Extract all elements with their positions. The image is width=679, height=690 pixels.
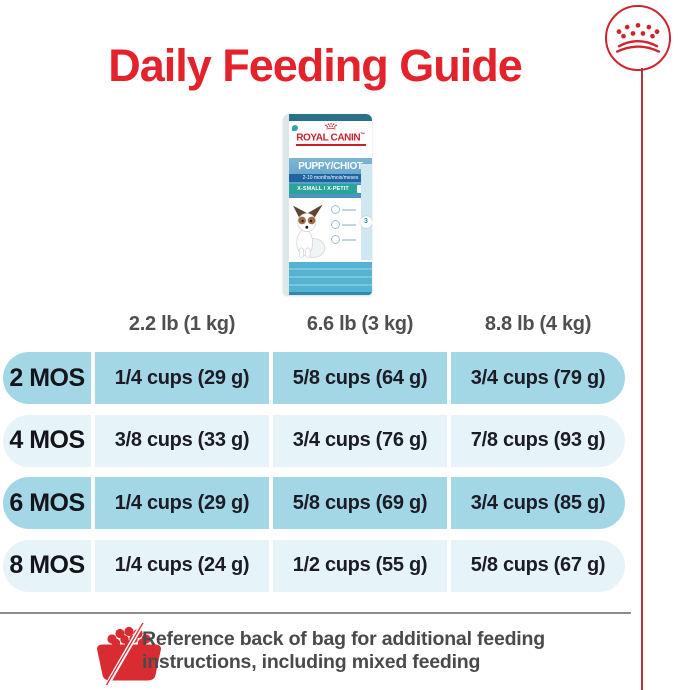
bag-bottom-panel	[289, 262, 372, 295]
table-row: 4 MOS 3/8 cups (33 g) 3/4 cups (76 g) 7/…	[0, 414, 679, 467]
bag-top-seam	[289, 114, 372, 121]
puppy-image	[293, 204, 326, 258]
amount-cell: 7/8 cups (93 g)	[451, 414, 625, 467]
bag-age-range: 2-10 months/mois/meses	[289, 174, 372, 182]
bag-brand-underline	[295, 144, 366, 147]
age-label-cell: 8 MOS	[3, 539, 91, 592]
amount-cell: 1/4 cups (24 g)	[95, 539, 269, 592]
table-row: 8 MOS 1/4 cups (24 g) 1/2 cups (55 g) 5/…	[0, 539, 679, 592]
amount-cell: 1/4 cups (29 g)	[95, 477, 269, 529]
bag-crown-icon	[324, 123, 337, 130]
footer-note-line2: instructions, including mixed feeding	[142, 650, 481, 673]
bag-size-bar: X-SMALL / X-PETIT	[289, 184, 372, 194]
bag-brand-name: ROYAL CANIN™	[296, 132, 365, 144]
column-header-1kg: 2.2 lb (1 kg)	[128, 313, 236, 335]
amount-cell: 3/4 cups (85 g)	[451, 477, 625, 529]
page-title: Daily Feeding Guide	[108, 40, 523, 91]
footer-divider	[0, 612, 631, 614]
bag-number-badge: 3	[360, 216, 372, 228]
vertical-divider	[641, 68, 643, 690]
amount-cell: 5/8 cups (69 g)	[273, 477, 447, 529]
age-label-cell: 2 MOS	[3, 352, 91, 404]
bag-product-panel: PUPPY/CHIOT 2-10 months/mois/meses X-SMA…	[289, 158, 372, 198]
table-row: 2 MOS 1/4 cups (29 g) 5/8 cups (64 g) 3/…	[0, 352, 679, 404]
footer-note: Reference back of bag for additional fee…	[142, 628, 545, 673]
crown-icon	[615, 22, 661, 53]
amount-cell: 1/2 cups (55 g)	[273, 539, 447, 592]
weight-column-headers: 2.2 lb (1 kg) 6.6 lb (3 kg) 8.8 lb (4 kg…	[0, 313, 679, 339]
bag-size-label: X-SMALL / X-PETIT	[297, 186, 349, 192]
bag-header: ROYAL CANIN™	[289, 123, 372, 158]
bag-product-name: PUPPY/CHIOT	[298, 161, 363, 172]
bag-photo-area	[289, 198, 372, 262]
food-bowl-icon	[97, 623, 161, 685]
column-header-3kg: 6.6 lb (3 kg)	[306, 313, 414, 335]
amount-cell: 5/8 cups (67 g)	[451, 539, 625, 592]
bag-benefit-icons	[331, 205, 356, 250]
age-label-cell: 6 MOS	[3, 477, 91, 529]
amount-cell: 5/8 cups (64 g)	[273, 352, 447, 404]
amount-cell: 3/4 cups (79 g)	[451, 352, 625, 404]
feeding-table: 2 MOS 1/4 cups (29 g) 5/8 cups (64 g) 3/…	[0, 352, 679, 602]
amount-cell: 3/8 cups (33 g)	[95, 414, 269, 467]
table-row: 6 MOS 1/4 cups (29 g) 5/8 cups (69 g) 3/…	[0, 477, 679, 529]
royal-canin-logo-badge	[605, 5, 671, 71]
bag-bird-icon	[292, 125, 298, 131]
column-header-4kg: 8.8 lb (4 kg)	[484, 313, 592, 335]
bag-side-band: 3	[360, 164, 372, 260]
age-label-cell: 4 MOS	[3, 414, 91, 467]
footer-note-line1: Reference back of bag for additional fee…	[142, 628, 545, 650]
product-bag-image: ROYAL CANIN™ PUPPY/CHIOT 2-10 months/moi…	[283, 114, 372, 295]
amount-cell: 1/4 cups (29 g)	[95, 352, 269, 404]
amount-cell: 3/4 cups (76 g)	[273, 414, 447, 467]
